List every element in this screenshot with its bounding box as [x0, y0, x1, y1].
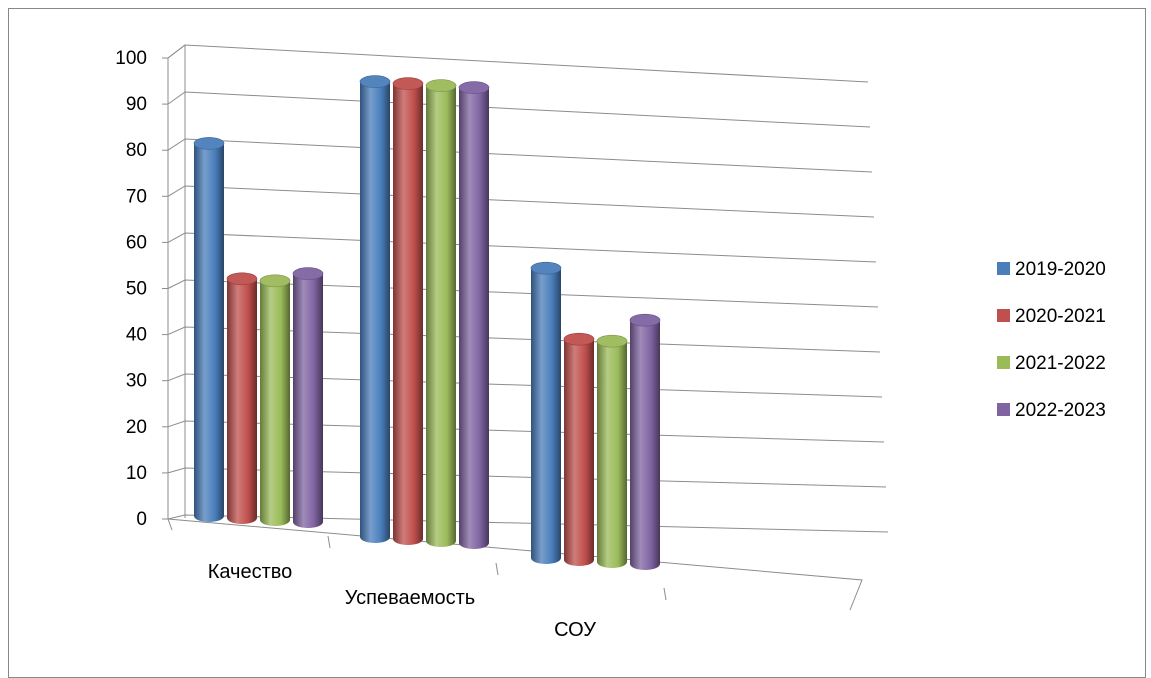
gridline	[167, 232, 877, 263]
gridline	[167, 44, 869, 83]
y-tick-label: 10	[126, 463, 147, 484]
x-category-label: СОУ	[554, 619, 596, 641]
bar-body	[426, 85, 456, 547]
y-axis-ticks: 0 10 20 30 40 50 60 70 80 90 100	[115, 48, 168, 530]
y-tick-label: 60	[126, 232, 147, 253]
legend-label: 2019-2020	[1015, 259, 1106, 280]
legend-swatch	[997, 403, 1010, 416]
bar-body	[194, 143, 224, 522]
bar-body	[630, 320, 660, 570]
bar-top	[259, 274, 291, 288]
legend-swatch	[997, 262, 1010, 275]
bar	[259, 274, 291, 526]
bar	[629, 313, 661, 570]
bar	[563, 332, 595, 566]
bar-body	[531, 268, 561, 564]
y-tick-label: 70	[126, 186, 147, 207]
bars	[193, 75, 661, 570]
x-tick-mark	[663, 587, 667, 601]
bar-body	[393, 83, 423, 545]
bar-top	[425, 79, 457, 92]
y-tick-label: 30	[126, 371, 147, 392]
bar-top	[563, 332, 595, 346]
legend: 2019-2020 2020-2021 2021-2022 2022-2023	[997, 259, 1106, 421]
bar	[425, 79, 457, 547]
bar-top	[292, 267, 324, 280]
y-tick-label: 50	[126, 279, 147, 300]
bar-top	[392, 77, 424, 90]
bar	[292, 267, 324, 528]
legend-label: 2022-2023	[1015, 400, 1106, 421]
bar	[193, 137, 225, 522]
x-axis: Качество Успеваемость СОУ	[167, 518, 863, 641]
bar-top	[226, 272, 258, 286]
gridline	[167, 279, 879, 308]
gridline	[167, 138, 873, 173]
bar	[530, 261, 562, 564]
legend-label: 2020-2021	[1015, 306, 1106, 327]
bar-body	[227, 278, 257, 524]
y-tick-label: 80	[126, 140, 147, 161]
gridline	[167, 91, 871, 128]
bar-body	[597, 341, 627, 568]
bar-body	[293, 273, 323, 528]
legend-swatch	[997, 356, 1010, 369]
x-tick-mark	[327, 535, 331, 549]
gridline	[167, 185, 875, 218]
bar-body	[564, 339, 594, 566]
y-tick-label: 40	[126, 325, 147, 346]
bar	[458, 81, 490, 549]
legend-swatch	[997, 309, 1010, 322]
bar-body	[260, 280, 290, 526]
bar-top	[193, 137, 225, 150]
bar-top	[530, 261, 562, 275]
legend-label: 2021-2022	[1015, 353, 1106, 374]
bar-top	[596, 334, 628, 348]
bar-top	[458, 81, 490, 94]
bar	[359, 75, 391, 543]
bar	[226, 272, 258, 524]
x-category-label: Качество	[208, 561, 293, 583]
bar-body	[459, 87, 489, 549]
bar-top	[359, 75, 391, 88]
bar-body	[360, 81, 390, 543]
bar	[392, 77, 424, 545]
bar-top	[629, 313, 661, 327]
y-tick-label: 0	[136, 509, 147, 530]
bar	[596, 334, 628, 568]
y-tick-label: 20	[126, 417, 147, 438]
y-tick-label: 100	[115, 48, 147, 69]
y-tick-label: 90	[126, 94, 147, 115]
x-category-label: Успеваемость	[345, 587, 475, 609]
x-tick-mark	[495, 562, 499, 576]
